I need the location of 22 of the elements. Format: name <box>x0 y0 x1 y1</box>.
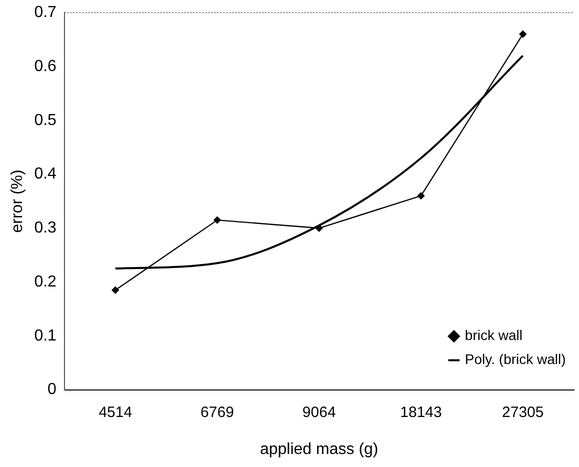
y-tick-label: 0.2 <box>34 273 57 290</box>
point <box>519 30 526 38</box>
y-tick-label: 0.1 <box>34 327 57 344</box>
x-tick-label: 9064 <box>302 404 336 421</box>
y-tick-label: 0.4 <box>34 166 57 183</box>
point <box>214 216 221 224</box>
y-tick-label: 0.6 <box>34 58 57 75</box>
y-tick-label: 0.7 <box>34 4 57 22</box>
legend-label: brick wall <box>464 327 523 344</box>
point <box>316 224 323 232</box>
y-tick-label: 0 <box>48 381 57 398</box>
point <box>112 286 119 294</box>
legend-label: Poly. (brick wall) <box>464 351 566 368</box>
y-tick-label: 0.3 <box>34 220 57 237</box>
x-tick-label: 18143 <box>400 404 442 421</box>
x-axis-title: applied mass (g) <box>260 440 378 458</box>
x-tick-label: 4514 <box>98 404 132 421</box>
x-tick-label: 27305 <box>502 404 544 421</box>
y-tick-label: 0.5 <box>34 112 57 129</box>
point <box>417 192 425 200</box>
y-axis-title: error (%) <box>9 170 26 233</box>
x-tick-label: 6769 <box>200 404 234 421</box>
